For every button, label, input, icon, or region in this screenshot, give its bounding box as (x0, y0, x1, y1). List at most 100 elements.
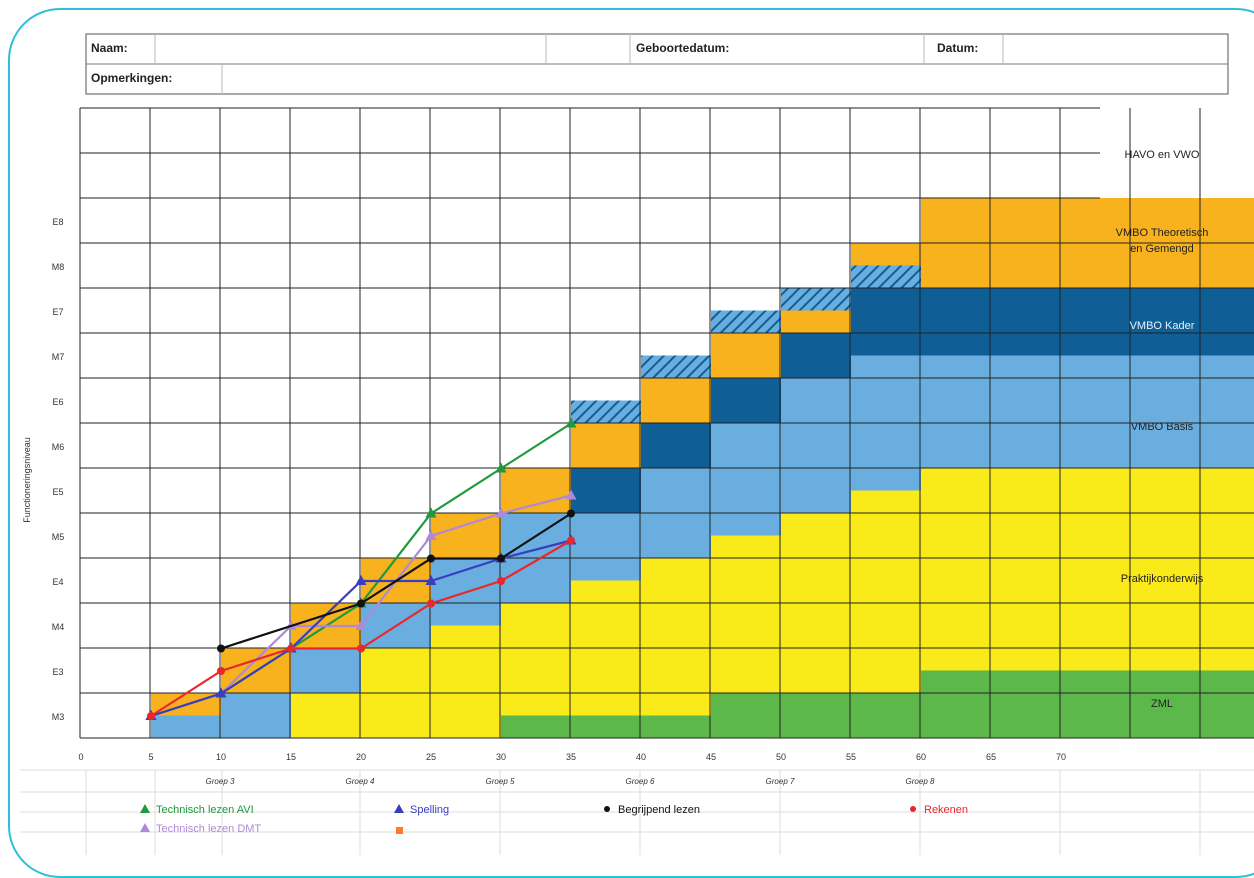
band-zml (1061, 670, 1131, 738)
band-basis (151, 715, 221, 738)
band-kader (921, 288, 991, 356)
band-praktijk (431, 625, 501, 738)
y-tick-label: M6 (52, 442, 65, 452)
band-praktijk (711, 535, 781, 693)
y-tick-label: E6 (52, 397, 63, 407)
axes: M3 E3 M4 E4 M5 E5 M6 E6 M7 E7 M8 E8 (52, 217, 1254, 739)
data-point (567, 536, 575, 545)
band-zml (1201, 670, 1254, 738)
geboortedatum-label: Geboortedatum: (636, 41, 729, 55)
band-basis (711, 423, 781, 536)
band-basis (921, 355, 991, 468)
x-tick-label: 30 (496, 752, 506, 762)
group-label: Groep 5 (486, 777, 515, 786)
data-point (215, 687, 227, 698)
band-kader (991, 288, 1061, 356)
band-kader (571, 468, 641, 513)
band-zml (1131, 670, 1201, 738)
legend: Technisch lezen AVI Technisch lezen DMT Sp… (140, 804, 968, 835)
data-point (565, 489, 577, 500)
band-zml (711, 693, 781, 738)
datum-label: Datum: (937, 41, 978, 55)
band-basis (1131, 355, 1201, 468)
band-kader (781, 333, 851, 378)
group-label: Groep 3 (206, 777, 235, 786)
band-praktijk (1131, 468, 1201, 671)
sheet-gridlines (20, 769, 1254, 855)
band-kader (1201, 288, 1254, 356)
data-point (495, 462, 507, 473)
band-theoretisch (571, 423, 641, 468)
band-praktijk (921, 468, 991, 671)
data-point (355, 575, 367, 585)
data-point (565, 417, 577, 428)
hatch-strip (641, 355, 711, 378)
y-tick-label: E4 (52, 577, 63, 587)
group-label: Groep 6 (626, 777, 655, 786)
y-tick-label: E3 (52, 667, 63, 677)
legend-marker-extra (396, 827, 403, 834)
data-point (217, 667, 225, 675)
data-point (357, 644, 365, 653)
data-point (355, 620, 367, 630)
legend-marker (394, 804, 404, 813)
legend-label: Spelling (410, 804, 449, 816)
band-praktijk (291, 693, 361, 738)
group-label: Groep 8 (906, 777, 935, 786)
data-point (427, 599, 435, 608)
y-tick-label: E5 (52, 487, 63, 497)
band-zml (851, 693, 921, 738)
data-point (495, 507, 507, 518)
series-group (145, 417, 577, 720)
group-label: Groep 7 (766, 777, 795, 786)
group-labels: Groep 3 Groep 4 Groep 5 Groep 6 Groep 7 Groep… (206, 777, 935, 786)
level-chart: Naam: Geboortedatum: Datum: Opmerkingen:… (20, 33, 1254, 855)
x-tick-label: 55 (846, 752, 856, 762)
data-point (425, 575, 437, 585)
band-basis (1201, 355, 1254, 468)
band-theoretisch (431, 513, 501, 558)
band-label-zml: ZML (1151, 698, 1173, 710)
y-tick-label: M4 (52, 622, 65, 632)
legend-marker (140, 804, 150, 813)
x-tick-label: 20 (356, 752, 366, 762)
band-theoretisch (711, 333, 781, 378)
band-praktijk (991, 468, 1061, 671)
band-kader (641, 423, 711, 468)
band-theoretisch (641, 378, 711, 423)
band-praktijk (501, 603, 571, 716)
band-zml (501, 715, 571, 738)
x-tick-label: 65 (986, 752, 996, 762)
hatch-strip (851, 265, 921, 288)
band-kader (711, 378, 781, 423)
data-point (147, 712, 155, 720)
y-tick-label: M7 (52, 352, 65, 362)
x-tick-label: 15 (286, 752, 296, 762)
band-basis (991, 355, 1061, 468)
band-basis (781, 378, 851, 513)
naam-label: Naam: (91, 41, 128, 55)
x-tick-label: 70 (1056, 752, 1066, 762)
band-zml (781, 693, 851, 738)
band-zml (571, 715, 641, 738)
legend-label: Technisch lezen DMT (156, 823, 261, 835)
header-grid (85, 33, 1229, 95)
band-label-havo: HAVO en VWO (1125, 149, 1200, 161)
legend-marker (140, 823, 150, 832)
band-label-kader: VMBO Kader (1130, 320, 1195, 332)
x-tick-labels: 0 5 10 15 20 25 30 35 40 45 50 55 60 65 70 (78, 752, 1066, 762)
y-tick-label: M5 (52, 532, 65, 542)
data-point (217, 644, 225, 653)
x-tick-label: 0 (78, 752, 83, 762)
plot-grid (79, 107, 1254, 739)
legend-label: Begrijpend lezen (618, 804, 700, 816)
band-praktijk (1201, 468, 1254, 671)
legend-marker (910, 806, 916, 812)
x-tick-label: 60 (916, 752, 926, 762)
band-kader (1061, 288, 1131, 356)
x-tick-label: 50 (776, 752, 786, 762)
data-point (425, 507, 437, 518)
legend-marker (604, 806, 610, 812)
data-point (287, 644, 295, 653)
x-tick-label: 40 (636, 752, 646, 762)
